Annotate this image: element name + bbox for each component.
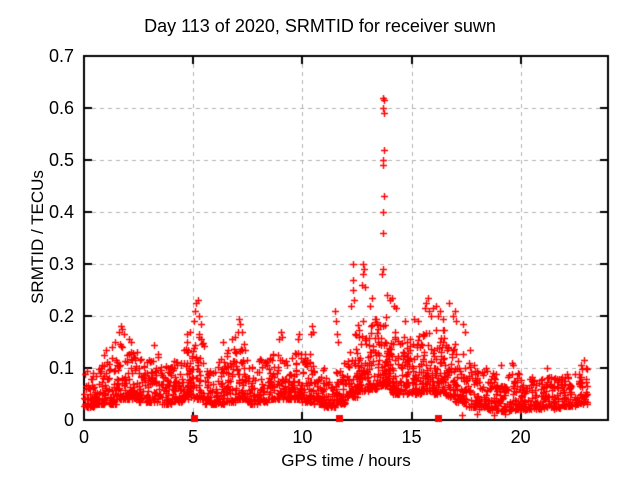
x-tick-label: 0 [78, 427, 89, 447]
y-tick-label: 0.1 [48, 358, 74, 378]
y-tick-label: 0.2 [48, 306, 74, 326]
x-axis-label: GPS time / hours [281, 451, 411, 470]
x-tick-label: 15 [401, 427, 422, 447]
y-tick-label: 0.5 [48, 150, 74, 170]
y-tick-label: 0 [63, 410, 74, 430]
x-tick-label: 5 [188, 427, 199, 447]
y-tick-label: 0.6 [48, 98, 74, 118]
y-tick-label: 0.7 [48, 46, 74, 66]
y-tick-label: 0.4 [48, 202, 74, 222]
y-tick-label: 0.3 [48, 254, 74, 274]
x-tick-label: 10 [292, 427, 313, 447]
x-tick-label: 20 [510, 427, 531, 447]
